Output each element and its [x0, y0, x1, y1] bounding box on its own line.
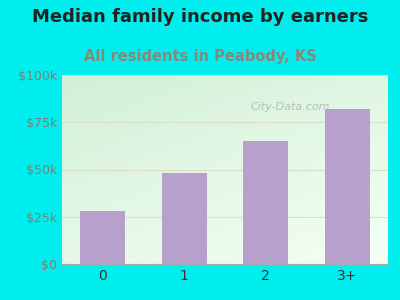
- Text: All residents in Peabody, KS: All residents in Peabody, KS: [84, 50, 316, 64]
- Text: Median family income by earners: Median family income by earners: [32, 8, 368, 26]
- Bar: [325, 109, 370, 264]
- Text: City-Data.com: City-Data.com: [250, 102, 330, 112]
- Bar: [80, 211, 125, 264]
- Bar: [162, 173, 207, 264]
- Bar: [243, 141, 288, 264]
